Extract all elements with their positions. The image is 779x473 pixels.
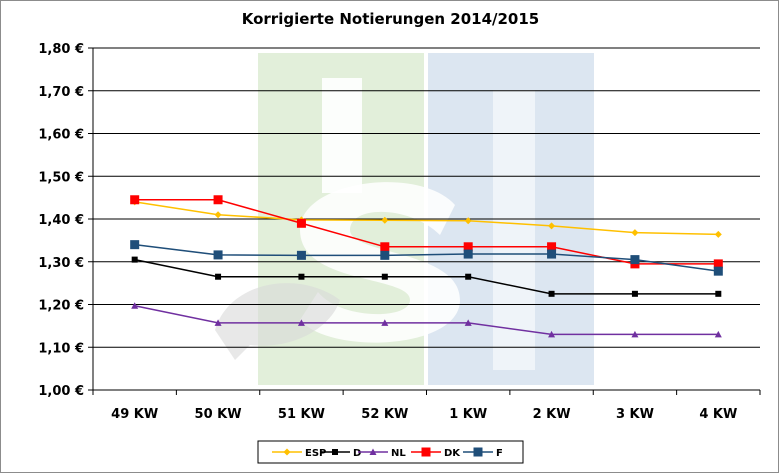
legend-label-f: F xyxy=(496,448,503,459)
data-point-d xyxy=(465,273,472,280)
data-point-esp xyxy=(548,222,556,230)
data-point-dk xyxy=(130,195,140,205)
legend-marker-dk xyxy=(421,447,431,457)
data-point-d xyxy=(298,273,305,280)
legend-marker-esp xyxy=(283,448,291,456)
data-point-d xyxy=(215,273,222,280)
legend-label-d: D xyxy=(353,448,361,459)
y-tick-label: 1,00 € xyxy=(38,384,84,399)
legend-label-nl: NL xyxy=(391,448,406,459)
data-point-nl xyxy=(631,330,639,338)
x-tick-label: 3 KW xyxy=(616,407,654,422)
data-point-nl xyxy=(381,319,389,326)
data-point-esp xyxy=(214,211,222,219)
y-tick-label: 1,50 € xyxy=(38,170,84,185)
x-tick-label: 2 KW xyxy=(533,407,571,422)
chart-title: Korrigierte Notierungen 2014/2015 xyxy=(241,10,540,28)
x-tick-label: 51 KW xyxy=(278,407,325,422)
data-point-nl xyxy=(464,319,472,326)
x-tick-label: 1 KW xyxy=(449,407,487,422)
series-line-dk xyxy=(134,199,719,265)
x-tick-label: 49 KW xyxy=(111,407,158,422)
x-axis-ticks: 49 KW 50 KW 51 KW 52 KW 1 KW 2 KW 3 KW 4 KW xyxy=(92,390,761,422)
y-tick-label: 1,60 € xyxy=(38,128,84,143)
legend-marker-f xyxy=(473,447,483,457)
x-tick-label: 50 KW xyxy=(195,407,242,422)
data-point-f xyxy=(130,240,140,250)
data-point-f xyxy=(296,250,306,260)
data-point-nl xyxy=(548,330,556,338)
data-point-dk xyxy=(547,242,557,252)
data-point-f xyxy=(713,266,723,276)
data-point-d xyxy=(715,290,722,297)
data-point-d xyxy=(131,256,138,263)
data-point-f xyxy=(630,255,640,265)
y-axis-ticks: 1,00 € 1,10 € 1,20 € 1,30 € 1,40 € 1,50 € 1,60… xyxy=(38,42,93,399)
legend-label-dk: DK xyxy=(444,448,461,459)
data-point-esp xyxy=(631,229,639,237)
series-line-d xyxy=(134,258,719,295)
legend: ESP D NL DK F xyxy=(257,440,524,464)
y-tick-label: 1,20 € xyxy=(38,299,84,314)
data-point-d xyxy=(631,290,638,297)
data-point-dk xyxy=(296,218,306,228)
data-point-dk xyxy=(213,195,223,205)
data-point-esp xyxy=(464,217,472,225)
legend-marker-d xyxy=(332,449,338,455)
data-point-dk xyxy=(463,242,473,252)
series-lines xyxy=(130,195,723,338)
legend-marker-nl xyxy=(369,448,377,455)
data-point-d xyxy=(381,273,388,280)
x-tick-label: 4 KW xyxy=(699,407,737,422)
x-tick-label: 52 KW xyxy=(361,407,408,422)
data-point-nl xyxy=(297,319,305,326)
y-tick-label: 1,80 € xyxy=(38,42,84,57)
data-point-f xyxy=(463,249,473,259)
data-point-f xyxy=(213,250,223,260)
series-line-f xyxy=(134,243,719,272)
data-point-d xyxy=(548,290,555,297)
data-point-esp xyxy=(381,216,389,224)
y-tick-label: 1,30 € xyxy=(38,256,84,271)
series-line-nl xyxy=(134,305,719,336)
data-point-dk xyxy=(380,242,390,252)
data-point-dk xyxy=(713,259,723,269)
data-point-f xyxy=(380,250,390,260)
legend-box xyxy=(257,440,524,464)
legend-label-esp: ESP xyxy=(305,448,326,459)
data-point-f xyxy=(547,249,557,259)
y-tick-label: 1,70 € xyxy=(38,85,84,100)
series-line-esp xyxy=(134,201,719,236)
data-point-nl xyxy=(214,319,222,326)
data-point-esp xyxy=(714,230,722,238)
data-point-nl xyxy=(714,330,722,338)
y-tick-label: 1,40 € xyxy=(38,213,84,228)
data-point-nl xyxy=(131,302,139,309)
y-tick-label: 1,10 € xyxy=(38,341,84,356)
